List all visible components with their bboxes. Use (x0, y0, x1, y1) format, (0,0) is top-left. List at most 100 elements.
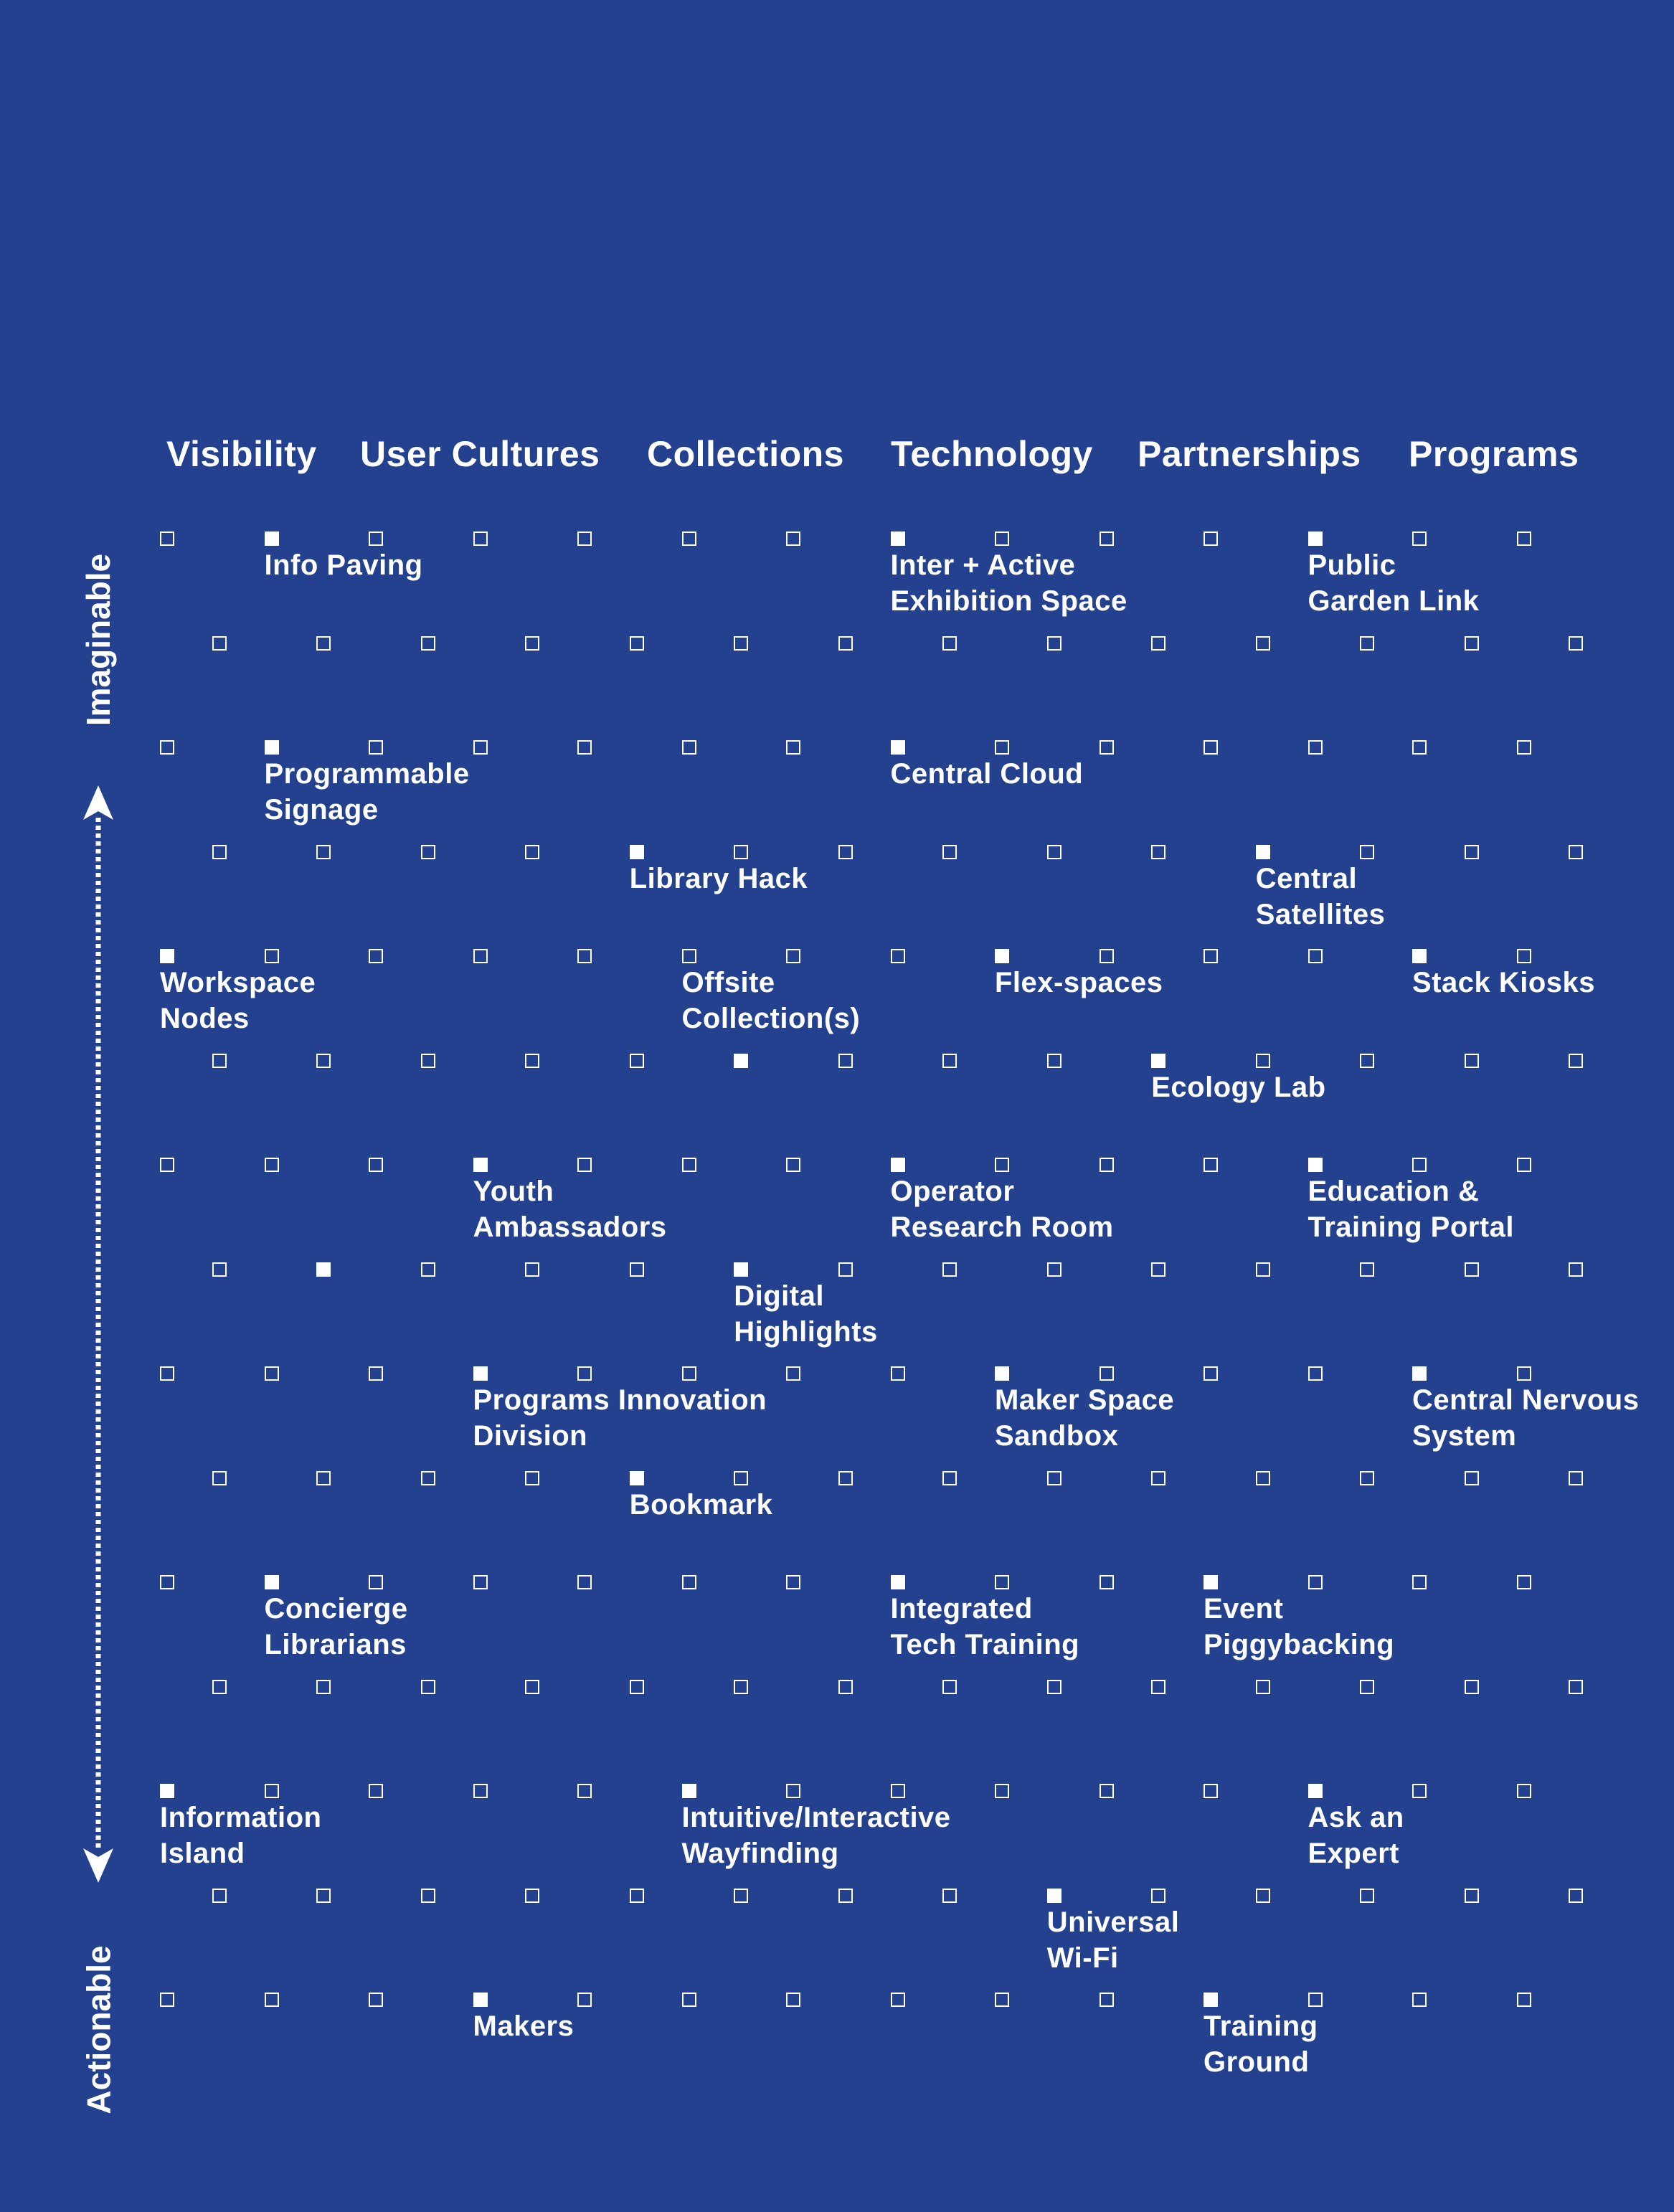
grid-marker-filled (890, 1575, 905, 1589)
grid-marker-empty (369, 1784, 383, 1798)
grid-marker-empty (1046, 844, 1061, 859)
grid-marker-empty (420, 1053, 435, 1068)
grid-marker-empty (995, 1993, 1009, 2007)
grid-marker-empty (369, 1366, 383, 1381)
idea-label: Programmable Signage (265, 756, 470, 828)
grid-marker-filled (1412, 1366, 1427, 1381)
idea-label-line: Operator (890, 1176, 1015, 1207)
grid-marker-filled (1204, 1575, 1218, 1589)
column-header-collections: Collections (647, 434, 844, 474)
grid-marker-filled (681, 1784, 696, 1798)
grid-marker-empty (629, 1679, 644, 1694)
idea-label-line: System (1412, 1420, 1517, 1452)
grid-marker-empty (577, 1575, 592, 1589)
grid-marker-empty (577, 1158, 592, 1172)
grid-marker-filled (473, 1158, 488, 1172)
grid-marker-empty (1307, 1575, 1323, 1589)
idea-label-line: Flex-spaces (995, 967, 1163, 998)
grid-marker-filled (629, 1470, 644, 1485)
grid-marker-empty (1151, 1888, 1166, 1903)
grid-marker-empty (838, 1679, 853, 1694)
grid-marker-empty (681, 949, 696, 963)
grid-marker-empty (577, 740, 592, 755)
grid-marker-empty (369, 740, 383, 755)
grid-marker-empty (1046, 1679, 1061, 1694)
idea-label-line: Public (1307, 549, 1396, 581)
grid-marker-empty (1255, 1262, 1270, 1277)
idea-label-line: Integrated (890, 1593, 1033, 1625)
grid-marker-empty (160, 531, 174, 546)
idea-label-line: Ecology Lab (1151, 1071, 1326, 1103)
idea-label-line: Exhibition Space (890, 585, 1127, 617)
grid-marker-empty (420, 1470, 435, 1485)
idea-label: Intuitive/Interactive Wayfinding (682, 1800, 951, 1871)
grid-marker-empty (420, 1679, 435, 1694)
grid-marker-filled (1204, 1993, 1218, 2007)
grid-marker-empty (890, 1993, 905, 2007)
grid-marker-empty (160, 1575, 174, 1589)
grid-marker-empty (1412, 1993, 1427, 2007)
grid-marker-empty (786, 1784, 800, 1798)
grid-marker-empty (264, 949, 279, 963)
grid-marker-empty (264, 1993, 279, 2007)
grid-marker-filled (160, 949, 174, 963)
idea-label-line: Universal (1046, 1906, 1180, 1938)
grid-marker-empty (1307, 949, 1323, 963)
grid-marker-empty (1151, 1679, 1166, 1694)
grid-marker-empty (473, 1784, 488, 1798)
grid-marker-empty (786, 1158, 800, 1172)
grid-marker-filled (1307, 531, 1323, 546)
grid-marker-empty (1516, 740, 1531, 755)
column-header-technology: Technology (891, 434, 1093, 474)
grid-marker-filled (264, 531, 279, 546)
idea-label: Central Cloud (891, 756, 1084, 792)
grid-marker-empty (1099, 740, 1114, 755)
idea-label-line: Garden Link (1307, 585, 1480, 617)
idea-label-line: Event (1204, 1593, 1284, 1625)
grid-marker-empty (1204, 949, 1218, 963)
idea-label: Library Hack (630, 861, 808, 897)
grid-marker-empty (890, 1366, 905, 1381)
grid-marker-empty (420, 844, 435, 859)
column-header-visibility: Visibility (166, 434, 317, 474)
grid-marker-empty (1569, 1262, 1584, 1277)
idea-label: Education & Training Portal (1308, 1173, 1515, 1245)
idea-label-line: Ask an (1307, 1802, 1404, 1833)
idea-label-line: Programs Innovation (473, 1384, 767, 1416)
grid-marker-empty (160, 1158, 174, 1172)
idea-label: Bookmark (630, 1487, 773, 1523)
grid-marker-empty (1204, 1158, 1218, 1172)
idea-label-line: Signage (264, 794, 379, 826)
grid-marker-empty (369, 1575, 383, 1589)
idea-label-line: Programmable (264, 758, 470, 790)
idea-label: Event Piggybacking (1204, 1591, 1394, 1663)
grid-marker-empty (1412, 740, 1427, 755)
grid-marker-empty (734, 844, 749, 859)
grid-marker-empty (525, 1679, 540, 1694)
grid-marker-empty (420, 1888, 435, 1903)
idea-label-line: Wi-Fi (1046, 1942, 1119, 1974)
grid-marker-empty (316, 1888, 331, 1903)
idea-label-line: Ambassadors (473, 1211, 667, 1243)
grid-marker-filled (890, 1158, 905, 1172)
grid-marker-empty (1412, 1575, 1427, 1589)
idea-label: Central Satellites (1256, 861, 1386, 932)
idea-label-line: Satellites (1255, 898, 1386, 930)
grid-marker-empty (160, 1993, 174, 2007)
grid-marker-empty (1204, 740, 1218, 755)
grid-marker-empty (473, 740, 488, 755)
grid-marker-empty (1569, 635, 1584, 651)
grid-marker-empty (629, 635, 644, 651)
grid-marker-empty (1099, 1993, 1114, 2007)
grid-marker-filled (1307, 1158, 1323, 1172)
grid-marker-empty (1464, 635, 1479, 651)
idea-label: Concierge Librarians (265, 1591, 408, 1663)
grid-marker-empty (1099, 1784, 1114, 1798)
grid-marker-empty (473, 1575, 488, 1589)
grid-marker-empty (1307, 1366, 1323, 1381)
grid-marker-empty (838, 1053, 853, 1068)
grid-marker-empty (995, 1575, 1009, 1589)
idea-label: Integrated Tech Training (891, 1591, 1080, 1663)
grid-marker-empty (1255, 1888, 1270, 1903)
vertical-double-arrow-icon (83, 785, 113, 1883)
